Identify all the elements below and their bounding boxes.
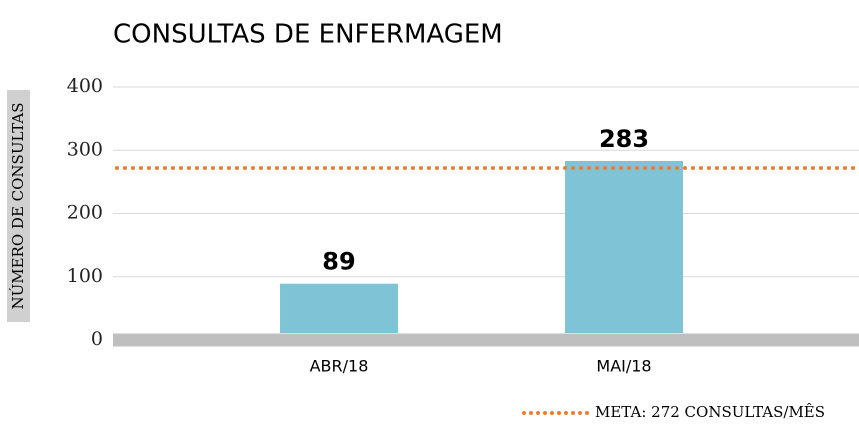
y-tick-label: 300	[67, 138, 103, 160]
x-tick-label: ABR/18	[310, 357, 369, 376]
y-label-box	[7, 90, 30, 322]
y-tick-label: 400	[67, 75, 103, 97]
y-tick-label: 200	[67, 202, 103, 224]
legend-label: META: 272 CONSULTAS/MÊS	[595, 403, 825, 421]
y-tick-label: 0	[91, 328, 103, 350]
value-label: 283	[599, 125, 649, 153]
y-axis-label: NÚMERO DE CONSULTAS	[9, 102, 27, 309]
y-tick-label: 100	[67, 265, 103, 287]
bar	[565, 161, 684, 333]
value-label: 89	[322, 248, 355, 276]
bar	[280, 283, 399, 333]
x-tick-label: MAI/18	[596, 357, 651, 376]
chart-title: CONSULTAS DE ENFERMAGEM	[113, 20, 503, 50]
